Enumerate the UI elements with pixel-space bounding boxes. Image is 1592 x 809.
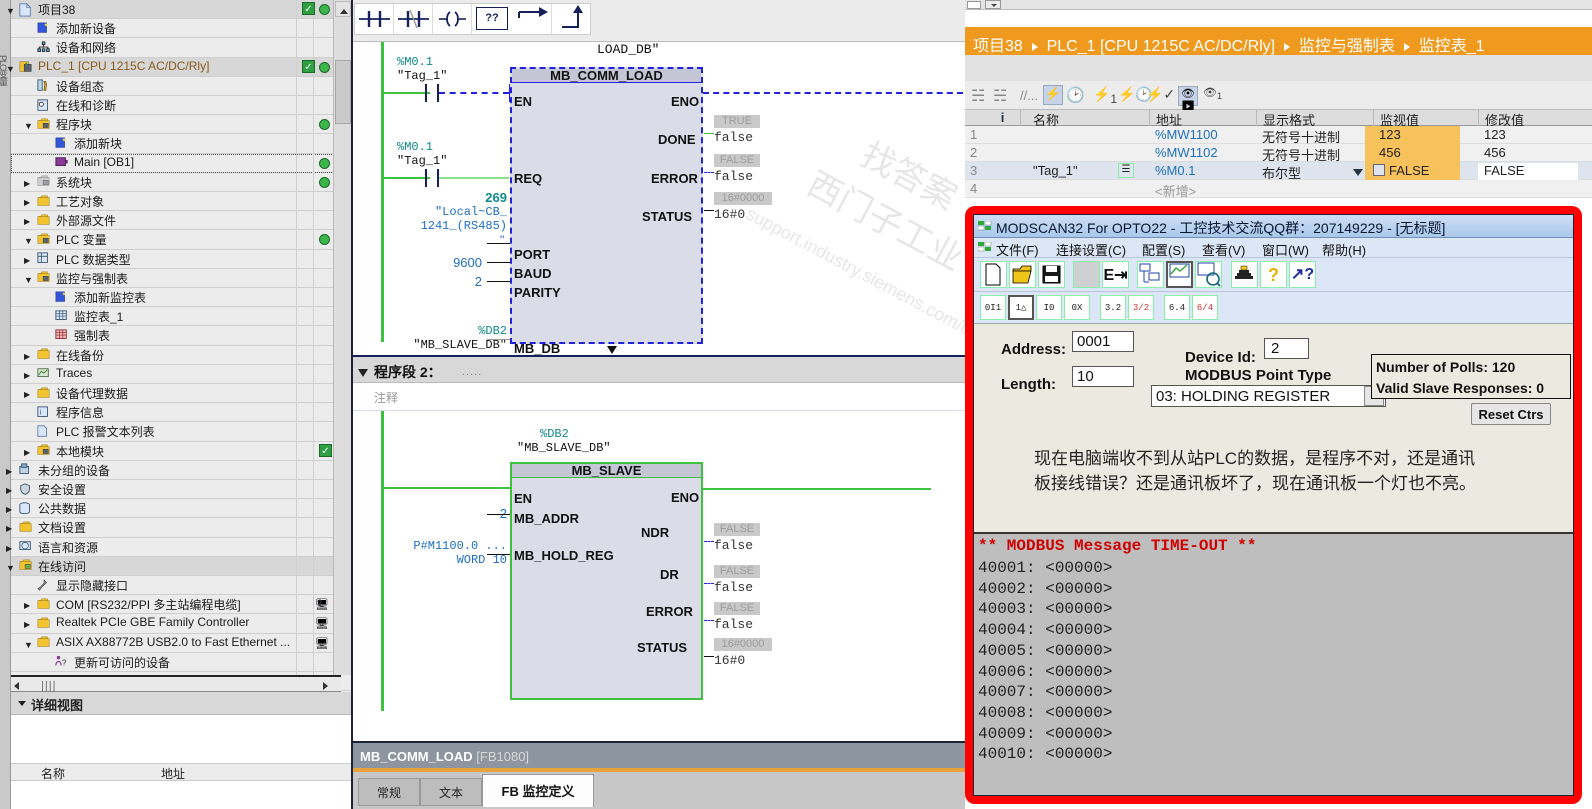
svg-text:✦: ✦ [62, 137, 67, 144]
svg-text:?: ? [62, 659, 67, 668]
svg-text:✦: ✦ [62, 291, 67, 298]
svg-text:✦: ✦ [44, 22, 49, 29]
